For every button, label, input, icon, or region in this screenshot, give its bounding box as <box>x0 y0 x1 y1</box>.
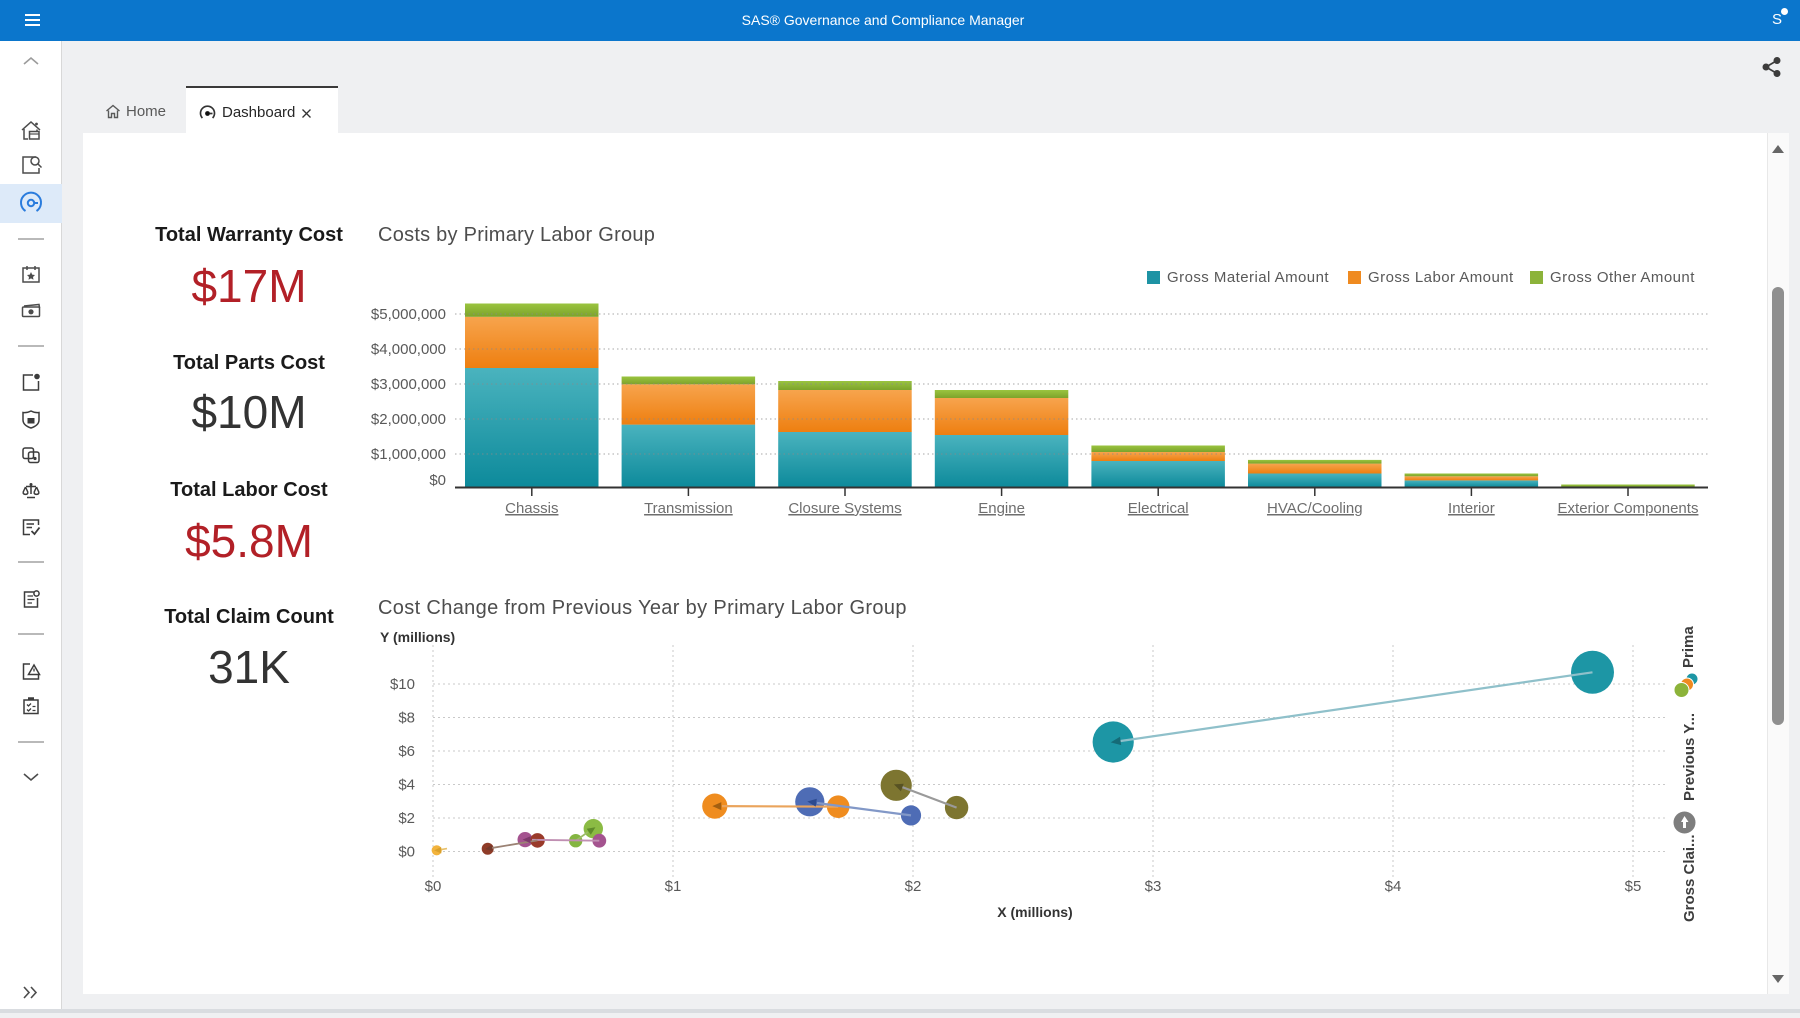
svg-text:$0: $0 <box>398 844 415 861</box>
svg-text:X (millions): X (millions) <box>997 904 1072 920</box>
svg-text:$3,000,000: $3,000,000 <box>371 376 446 393</box>
svg-text:Y (millions): Y (millions) <box>380 629 455 645</box>
svg-text:Transmission: Transmission <box>644 500 733 517</box>
svg-text:Electrical: Electrical <box>1128 500 1189 517</box>
svg-text:$5: $5 <box>1625 878 1642 895</box>
svg-text:$1,000,000: $1,000,000 <box>371 446 446 463</box>
svg-text:$4: $4 <box>1385 878 1402 895</box>
svg-text:Engine: Engine <box>978 500 1025 517</box>
svg-text:Gross Clai...: Gross Clai... <box>1681 834 1698 922</box>
svg-text:$5,000,000: $5,000,000 <box>371 306 446 323</box>
svg-text:$3: $3 <box>1145 878 1162 895</box>
svg-text:Closure Systems: Closure Systems <box>788 500 901 517</box>
svg-text:Exterior Components: Exterior Components <box>1558 500 1699 517</box>
svg-text:Chassis: Chassis <box>505 500 558 517</box>
svg-text:$2: $2 <box>905 878 922 895</box>
svg-text:$4,000,000: $4,000,000 <box>371 341 446 358</box>
svg-text:$6: $6 <box>398 743 415 760</box>
svg-text:$2: $2 <box>398 810 415 827</box>
svg-text:$0: $0 <box>429 472 446 489</box>
svg-text:$0: $0 <box>425 878 442 895</box>
svg-text:$10: $10 <box>390 676 415 693</box>
svg-text:$8: $8 <box>398 710 415 727</box>
svg-text:Previous Y...: Previous Y... <box>1681 713 1698 801</box>
svg-text:Interior: Interior <box>1448 500 1495 517</box>
svg-text:$2,000,000: $2,000,000 <box>371 411 446 428</box>
svg-text:$1: $1 <box>665 878 682 895</box>
svg-text:HVAC/Cooling: HVAC/Cooling <box>1267 500 1363 517</box>
svg-text:$4: $4 <box>398 777 415 794</box>
svg-text:Prima: Prima <box>1680 626 1697 668</box>
